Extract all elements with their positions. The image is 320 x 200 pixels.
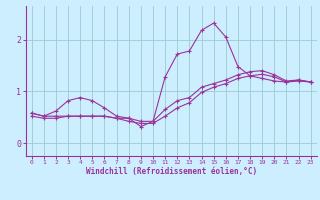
X-axis label: Windchill (Refroidissement éolien,°C): Windchill (Refroidissement éolien,°C): [86, 167, 257, 176]
